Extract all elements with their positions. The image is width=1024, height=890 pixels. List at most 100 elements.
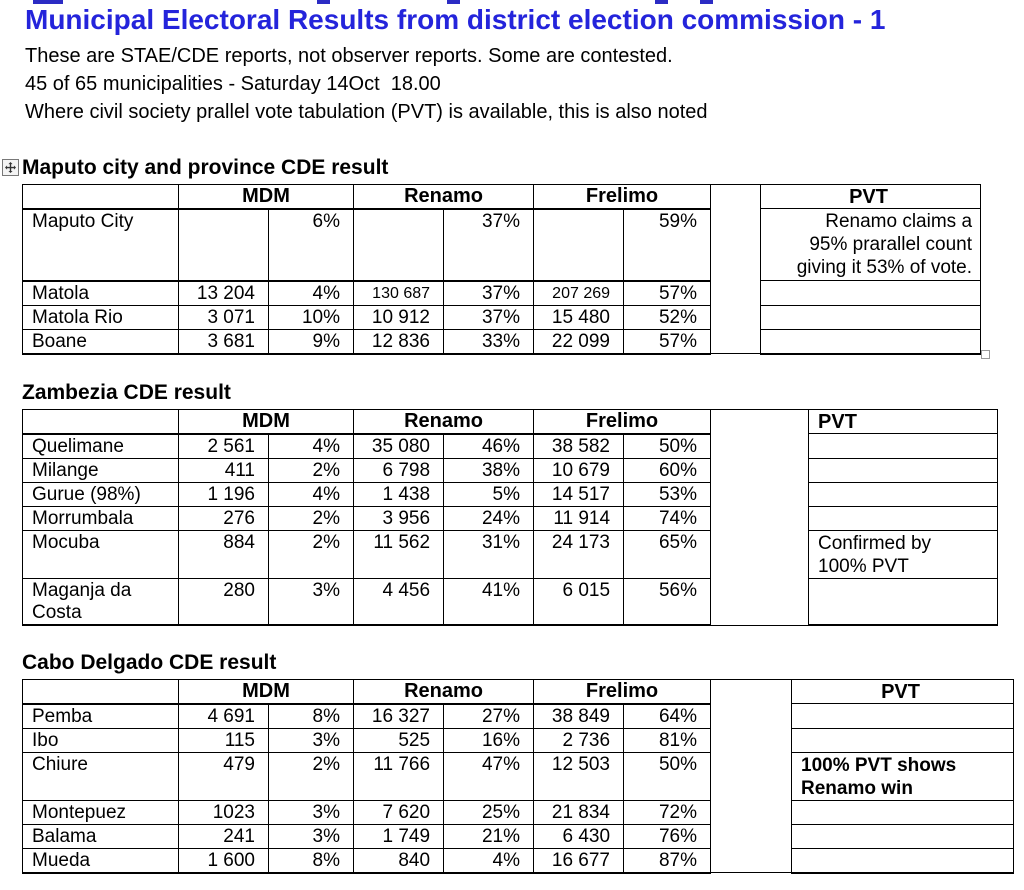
cropped-text-fragment [317,0,330,4]
votes-cell: 276 [178,505,269,531]
page-title: Municipal Electoral Results from distric… [25,4,886,35]
percent-cell: 38% [443,457,535,483]
percent-cell: 53% [623,481,712,507]
spacer-cell [710,184,762,354]
section-title-maputo: Maputo city and province CDE result [22,156,389,179]
spacer-cell [710,679,793,873]
pvt-note-cell: Confirmed by 100% PVT [808,529,999,579]
column-header-mdm: MDM [177,184,355,210]
section-maputo: Maputo city and province CDE result MDM … [22,156,982,355]
column-header-frelimo: Frelimo [533,679,712,705]
table-row: Mocuba 884 2% 11 562 31% 24 173 65% Conf… [22,529,999,579]
votes-cell: 115 [178,727,269,753]
column-header-renamo: Renamo [353,679,535,705]
votes-cell: 21 834 [533,799,625,825]
votes-cell: 884 [178,529,269,579]
pvt-note-cell: 100% PVT shows Renamo win [791,751,1015,801]
pvt-note-cell [760,328,982,355]
votes-cell [533,208,625,282]
header-row: MDM Renamo Frelimo PVT [22,409,999,626]
votes-cell: 15 480 [533,304,625,330]
percent-cell: 50% [623,751,712,801]
table-row: Maganja da Costa 280 3% 4 456 41% 6 015 … [22,577,999,626]
column-header-frelimo: Frelimo [533,184,712,210]
column-header-renamo: Renamo [353,184,535,210]
table-row: Chiure 479 2% 11 766 47% 12 503 50% 100%… [22,751,1015,801]
column-header-pvt: PVT [791,679,1015,704]
municipality-name-cell: Pemba [22,703,179,729]
cropped-text-fragment [700,0,713,4]
municipality-name-cell: Balama [22,823,179,849]
table-resize-handle[interactable] [981,350,990,359]
four-way-arrow-icon [5,162,16,173]
pvt-note-cell [760,280,982,306]
percent-cell: 2% [267,751,355,801]
percent-cell: 33% [443,328,535,355]
votes-cell: 411 [178,457,269,483]
table-row: Boane 3 681 9% 12 836 33% 22 099 57% [22,328,982,355]
results-table-maputo: MDM Renamo Frelimo PVT Maputo City 6% 37… [22,184,982,355]
municipality-name-cell: Maputo City [22,208,179,282]
votes-cell: 1023 [178,799,269,825]
cropped-text-fragment [33,0,63,4]
percent-cell: 81% [623,727,712,753]
percent-cell: 3% [267,577,355,626]
table-row: Quelimane 2 561 4% 35 080 46% 38 582 50% [22,433,999,459]
votes-cell: 280 [178,577,269,626]
percent-cell: 56% [623,577,712,626]
votes-cell: 24 173 [533,529,625,579]
municipality-name-cell: Maganja da Costa [22,577,179,626]
municipality-column-header [22,184,179,210]
votes-cell: 22 099 [533,328,625,355]
votes-cell: 3 956 [353,505,445,531]
table-row: Mueda 1 600 8% 840 4% 16 677 87% [22,847,1015,874]
votes-cell: 6 798 [353,457,445,483]
percent-cell: 27% [443,703,535,729]
table-row: Maputo City 6% 37% 59% Renamo claims a 9… [22,208,982,282]
votes-cell: 1 438 [353,481,445,507]
percent-cell: 10% [267,304,355,330]
results-table-cabo-delgado: MDM Renamo Frelimo PVT Pemba 4 691 8% 16… [22,679,1015,874]
percent-cell: 6% [267,208,355,282]
section-cabo-delgado: Cabo Delgado CDE result MDM Renamo Freli… [22,651,1015,874]
votes-cell: 2 561 [178,433,269,459]
intro-line-3: Where civil society prallel vote tabulat… [25,101,708,123]
table-row: Matola 13 204 4% 130 687 37% 207 269 57% [22,280,982,306]
header-row: MDM Renamo Frelimo PVT [22,184,982,354]
intro-line-1: These are STAE/CDE reports, not observer… [25,45,673,67]
percent-cell: 2% [267,505,355,531]
percent-cell: 74% [623,505,712,531]
votes-cell: 479 [178,751,269,801]
municipality-name-cell: Mueda [22,847,179,874]
table-row: Milange 411 2% 6 798 38% 10 679 60% [22,457,999,483]
percent-cell: 8% [267,703,355,729]
pvt-note-cell [791,823,1015,849]
table-move-handle[interactable] [2,159,19,176]
votes-cell: 840 [353,847,445,874]
percent-cell: 2% [267,529,355,579]
pvt-note-cell [760,304,982,330]
results-table-zambezia: MDM Renamo Frelimo PVT Quelimane 2 561 4… [22,409,999,626]
table-row: Montepuez 1023 3% 7 620 25% 21 834 72% [22,799,1015,825]
percent-cell: 37% [443,280,535,306]
percent-cell: 37% [443,208,535,282]
column-header-mdm: MDM [177,679,355,705]
votes-cell: 4 456 [353,577,445,626]
votes-cell: 11 562 [353,529,445,579]
votes-cell: 2 736 [533,727,625,753]
municipality-name-cell: Montepuez [22,799,179,825]
votes-cell [178,208,269,282]
votes-cell: 207 269 [533,280,625,306]
percent-cell: 5% [443,481,535,507]
table-row: Gurue (98%) 1 196 4% 1 438 5% 14 517 53% [22,481,999,507]
column-header-mdm: MDM [177,409,355,435]
percent-cell: 41% [443,577,535,626]
cropped-text-fragment [447,0,460,4]
header-row: MDM Renamo Frelimo PVT [22,679,1015,873]
table-row: Balama 241 3% 1 749 21% 6 430 76% [22,823,1015,849]
percent-cell: 3% [267,727,355,753]
percent-cell: 50% [623,433,712,459]
percent-cell: 21% [443,823,535,849]
percent-cell: 4% [267,481,355,507]
